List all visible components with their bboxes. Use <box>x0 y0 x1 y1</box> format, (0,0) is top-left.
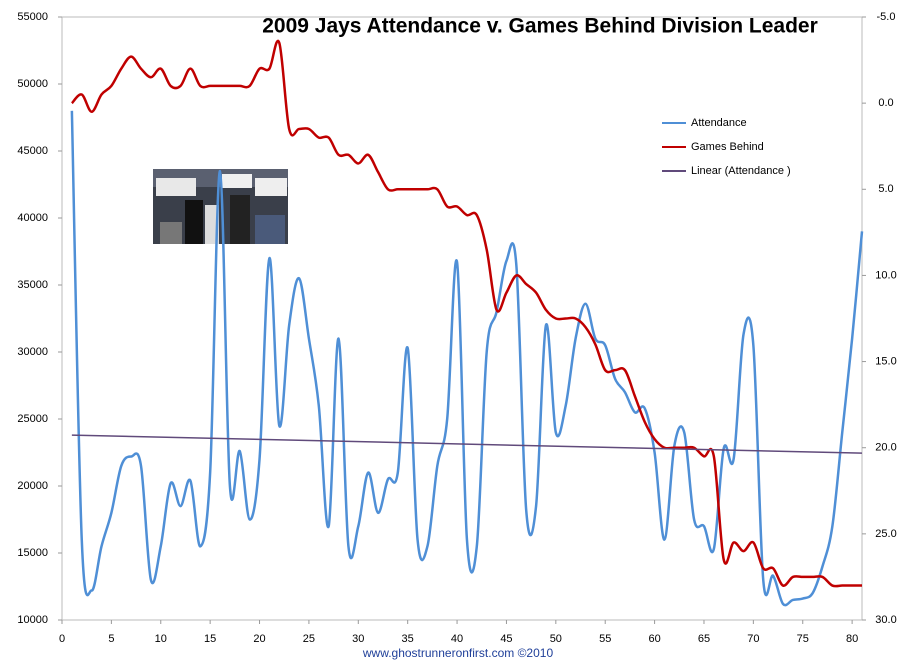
x-tick-label: 75 <box>797 633 809 645</box>
x-tick-label: 40 <box>451 633 463 645</box>
y-tick-label: 45000 <box>17 145 48 157</box>
x-tick-label: 15 <box>204 633 216 645</box>
legend-label: Attendance <box>691 117 747 129</box>
y2-tick-label: 20.0 <box>875 442 896 454</box>
x-tick-label: 50 <box>550 633 562 645</box>
y-tick-label: 30000 <box>17 346 48 358</box>
y2-tick-label: 10.0 <box>875 269 896 281</box>
y-tick-label: 20000 <box>17 480 48 492</box>
y-tick-label: 35000 <box>17 279 48 291</box>
x-tick-label: 20 <box>253 633 265 645</box>
legend-label: Linear (Attendance ) <box>691 165 791 177</box>
y2-tick-label: -5.0 <box>877 11 896 23</box>
x-tick-label: 45 <box>500 633 512 645</box>
series-line <box>70 39 862 588</box>
chart-title: 2009 Jays Attendance v. Games Behind Div… <box>262 15 818 38</box>
y-tick-label: 50000 <box>17 78 48 90</box>
x-tick-label: 80 <box>846 633 858 645</box>
x-tick-label: 70 <box>747 633 759 645</box>
series-line <box>71 434 863 454</box>
x-tick-label: 10 <box>155 633 167 645</box>
y2-tick-label: 30.0 <box>875 614 896 626</box>
x-tick-label: 30 <box>352 633 364 645</box>
y2-tick-label: 15.0 <box>875 355 896 367</box>
x-tick-label: 55 <box>599 633 611 645</box>
y-tick-label: 25000 <box>17 413 48 425</box>
x-tick-label: 60 <box>648 633 660 645</box>
y-tick-label: 15000 <box>17 547 48 559</box>
series-line <box>70 110 864 607</box>
y-tick-label: 10000 <box>17 614 48 626</box>
y-tick-label: 40000 <box>17 212 48 224</box>
y-tick-label: 55000 <box>17 11 48 23</box>
x-tick-label: 65 <box>698 633 710 645</box>
plot-frame <box>61 16 863 621</box>
y2-tick-label: 25.0 <box>875 528 896 540</box>
y2-tick-label: 0.0 <box>878 97 893 109</box>
legend-label: Games Behind <box>691 141 764 153</box>
y2-tick-label: 5.0 <box>878 183 893 195</box>
footer: www.ghostrunneronfirst.com ©2010 <box>362 646 554 660</box>
x-tick-label: 5 <box>108 633 114 645</box>
x-tick-label: 25 <box>303 633 315 645</box>
x-tick-label: 0 <box>59 633 65 645</box>
x-tick-label: 35 <box>402 633 414 645</box>
